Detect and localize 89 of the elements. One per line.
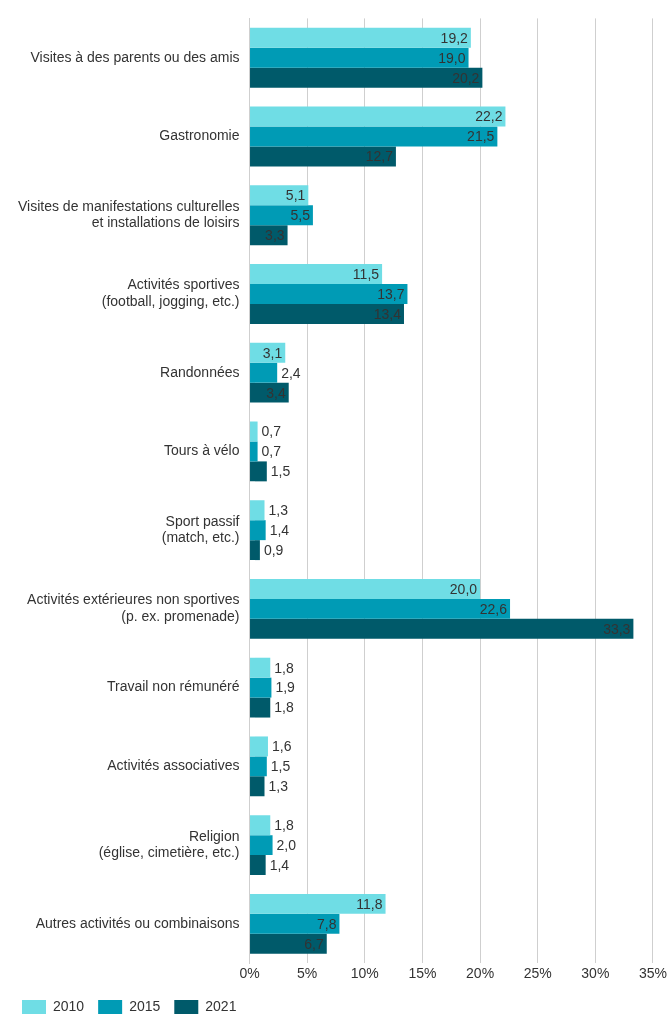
bar — [250, 855, 266, 876]
x-tick-label: 15% — [408, 965, 437, 982]
bar — [250, 106, 506, 127]
data-label: 1,6 — [271, 738, 292, 755]
bar — [250, 421, 258, 442]
bar — [250, 283, 408, 304]
bar — [250, 205, 313, 226]
bar — [250, 835, 273, 856]
y-tick-label: Autres activités ou combinaisons — [35, 914, 240, 931]
data-label: 1,4 — [269, 856, 290, 873]
bar — [250, 126, 498, 147]
bar — [250, 362, 278, 383]
data-label: 1,8 — [274, 817, 294, 834]
y-tick-label: Activités sportives (football, jogging, etc.) — [101, 276, 240, 310]
bar — [250, 933, 327, 954]
bar — [250, 264, 383, 284]
bar — [250, 815, 271, 836]
data-label: 33,3 — [603, 620, 631, 637]
y-tick-label: Sport passif (match, etc.) — [161, 512, 240, 546]
bar — [250, 677, 272, 698]
legend-label: 2021 — [205, 997, 237, 1014]
bar — [250, 441, 258, 462]
bar — [250, 185, 309, 206]
bar — [250, 540, 260, 561]
x-tick-label: 10% — [350, 965, 379, 982]
data-label: 2,0 — [276, 836, 297, 853]
legend-label: 2015 — [129, 997, 161, 1014]
data-label: 22,6 — [479, 600, 508, 617]
bar — [250, 618, 634, 639]
data-label: 2,4 — [281, 364, 301, 381]
bar — [250, 461, 267, 482]
data-label: 0,7 — [261, 443, 282, 460]
y-tick-label: Activités extérieures non sportives (p. ex. promenade) — [27, 591, 240, 625]
data-label: 1,3 — [268, 778, 289, 795]
bar — [250, 520, 266, 541]
bar — [250, 756, 267, 777]
y-tick-label: Visites de manifestations culturelles et installations de loisirs — [17, 197, 240, 231]
data-label: 7,8 — [316, 915, 337, 932]
y-tick-label: Visites à des parents ou des amis — [30, 48, 240, 65]
y-tick-label: Gastronomie — [159, 127, 240, 144]
bar — [250, 27, 471, 48]
y-tick-label: Randonnées — [160, 363, 240, 380]
data-label: 1,4 — [269, 522, 290, 539]
data-label: 20,0 — [449, 580, 478, 597]
bar — [250, 657, 271, 678]
x-tick-label: 5% — [297, 965, 318, 982]
data-label: 5,1 — [285, 187, 306, 204]
data-label: 1,8 — [274, 699, 294, 716]
data-label: 13,7 — [377, 285, 405, 302]
bar — [250, 598, 511, 619]
data-label: 1,3 — [268, 502, 289, 519]
bar — [250, 47, 469, 68]
x-tick-label: 35% — [638, 965, 668, 982]
y-tick-label: Religion (église, cimetière, etc.) — [98, 827, 240, 861]
bar — [250, 146, 396, 167]
y-tick-label: Travail non rémunéré — [106, 678, 240, 695]
x-tick-label: 0% — [239, 965, 260, 982]
data-label: 11,5 — [352, 265, 380, 282]
bar — [250, 500, 265, 521]
data-label: 1,5 — [270, 463, 291, 480]
data-label: 1,9 — [275, 679, 296, 696]
bar — [250, 578, 481, 599]
bar — [250, 776, 265, 797]
x-tick-label: 30% — [581, 965, 610, 982]
data-label: 5,5 — [290, 207, 311, 224]
data-label: 19,0 — [438, 49, 466, 66]
data-label: 1,8 — [274, 659, 294, 676]
legend-label: 2010 — [53, 997, 85, 1014]
y-tick-label: Activités associatives — [107, 757, 240, 774]
bar — [250, 697, 271, 718]
y-tick-label: Tours à vélo — [164, 442, 240, 459]
data-label: 6,7 — [304, 935, 324, 952]
data-label: 19,2 — [440, 29, 469, 46]
bar — [250, 893, 386, 914]
data-label: 11,8 — [356, 895, 383, 912]
bar — [250, 736, 268, 757]
data-label: 22,2 — [475, 108, 503, 125]
x-tick-label: 25% — [523, 965, 552, 982]
data-label: 13,4 — [373, 305, 402, 322]
bar — [250, 303, 404, 324]
data-label: 3,1 — [262, 344, 283, 361]
data-label: 0,9 — [263, 541, 284, 558]
data-label: 21,5 — [467, 128, 495, 145]
data-label: 20,2 — [452, 69, 480, 86]
data-label: 0,7 — [261, 423, 282, 440]
data-label: 1,5 — [270, 758, 291, 775]
bar — [250, 67, 483, 88]
x-tick-label: 20% — [466, 965, 495, 982]
bar — [250, 913, 340, 934]
